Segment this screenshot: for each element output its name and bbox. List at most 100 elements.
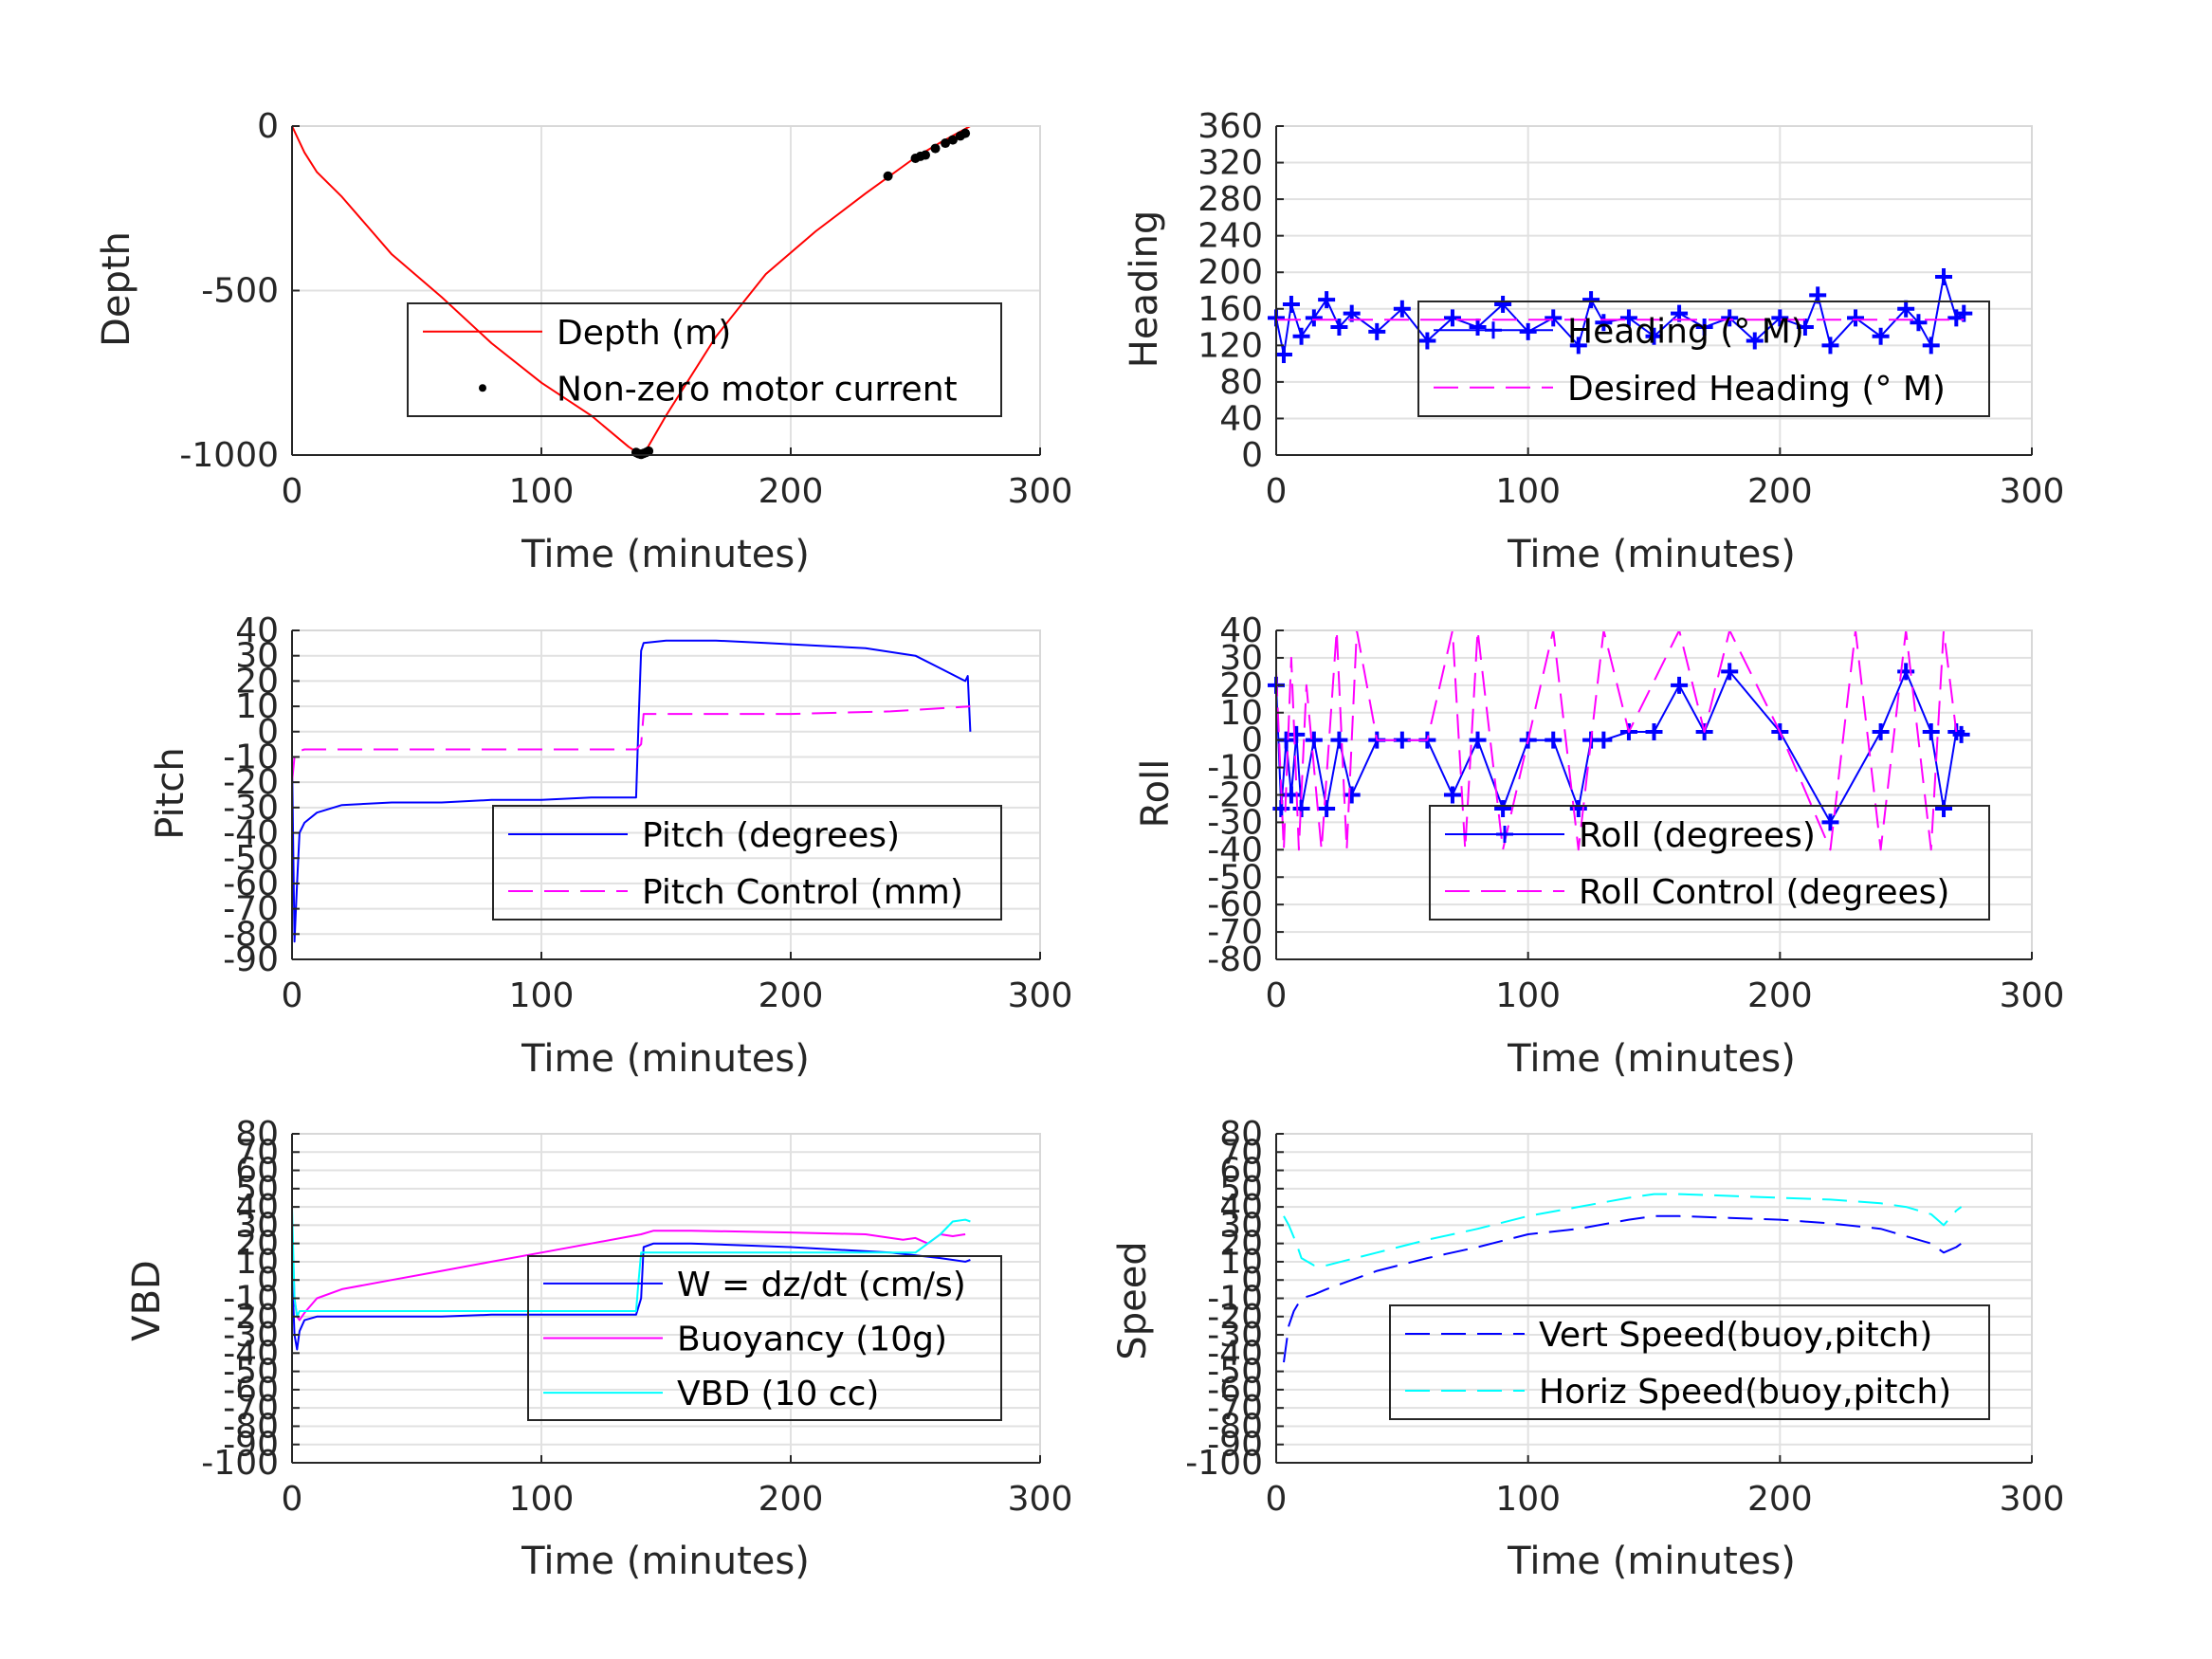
- vbd-legend-label: W = dz/dt (cm/s): [677, 1266, 966, 1304]
- heading-plus-marker: [1619, 309, 1637, 327]
- roll-series-1: [1275, 629, 1958, 851]
- heading-plus-marker: [1595, 314, 1613, 332]
- pitch-series-0: [291, 639, 972, 943]
- vbd-legend-label: Buoyancy (10g): [677, 1321, 947, 1359]
- roll-ytick-label: 0: [1241, 721, 1263, 760]
- heading-plus-marker: [1318, 291, 1336, 309]
- speed-ytick-label: -30: [1207, 1316, 1263, 1355]
- depth-series-1: [631, 128, 971, 460]
- heading-xtick-label: 200: [1747, 472, 1813, 511]
- roll-xlabel: Time (minutes): [1507, 1037, 1796, 1081]
- vbd-series-0: [291, 1242, 971, 1351]
- heading-plus-marker: [1330, 319, 1348, 337]
- pitch-axes: Pitch Time (minutes) 0 100 200 300-90-80-70…: [149, 611, 1072, 1081]
- speed-ytick-label: -90: [1207, 1426, 1263, 1465]
- pitch-xlabel: Time (minutes): [521, 1037, 810, 1081]
- heading-plus-marker: [1695, 319, 1713, 337]
- heading-plus-marker: [1922, 337, 1940, 355]
- speed-ytick-label: -60: [1207, 1371, 1263, 1410]
- pitch-ytick-label: -90: [223, 940, 279, 979]
- roll-ytick-label: -80: [1207, 940, 1263, 979]
- speed-ytick-label: 0: [1241, 1261, 1263, 1300]
- depth-marker: [883, 171, 893, 181]
- depth-ytick-label: -500: [201, 272, 279, 311]
- vbd-series-2: [291, 1207, 971, 1318]
- vbd-ytick-label: -30: [223, 1316, 279, 1355]
- heading-plus-marker: [1821, 337, 1839, 355]
- vbd-ytick-label: 20: [235, 1225, 279, 1264]
- heading-plus-marker: [1935, 268, 1953, 286]
- speed-series-line: [1283, 1214, 1963, 1363]
- pitch-xtick-label: 0: [282, 976, 303, 1015]
- heading-xlabel: Time (minutes): [1507, 533, 1796, 576]
- roll-ytick-label: -60: [1207, 885, 1263, 924]
- heading-ytick-label: 0: [1241, 436, 1263, 475]
- roll-series-line: [1275, 670, 1963, 824]
- roll-axes: Roll Time (minutes) 0 100 200 300-80-70-60-…: [1134, 611, 2064, 1081]
- vbd-ytick-label: 70: [235, 1133, 279, 1172]
- heading-ytick-label: 360: [1197, 107, 1263, 146]
- pitch-legend-box: [492, 805, 1002, 921]
- heading-plus-marker: [1368, 322, 1386, 340]
- speed-xtick-label: 0: [1266, 1480, 1288, 1519]
- heading-plus-marker: [1443, 309, 1461, 327]
- pitch-ytick-label: 10: [235, 687, 279, 726]
- vbd-ytick-label: -50: [223, 1353, 279, 1392]
- speed-legend-label: Horiz Speed(buoy,pitch): [1539, 1373, 1951, 1412]
- roll-ytick-label: -40: [1207, 830, 1263, 869]
- speed-series-0: [1283, 1214, 1963, 1363]
- roll-legend: Roll (degrees) Roll Control (degrees): [1429, 805, 1990, 921]
- depth-marker: [941, 138, 951, 149]
- pitch-ytick-label: -10: [223, 738, 279, 776]
- depth-xlabel: Time (minutes): [521, 533, 810, 576]
- roll-xtick-label: 200: [1747, 976, 1813, 1015]
- speed-ytick-label: -10: [1207, 1280, 1263, 1319]
- vbd-ytick-label: 60: [235, 1152, 279, 1191]
- vbd-ytick-label: 80: [235, 1115, 279, 1154]
- roll-plus-marker: [1305, 731, 1323, 749]
- depth-legend-label: Non-zero motor current: [557, 370, 958, 409]
- heading-axes: Heading Time (minutes) 0 100 200 300 0408012…: [1123, 107, 2064, 576]
- pitch-ytick-label: 40: [235, 611, 279, 650]
- heading-ytick-label: 160: [1197, 290, 1263, 329]
- speed-series-line: [1283, 1193, 1963, 1267]
- roll-ytick-label: -30: [1207, 803, 1263, 842]
- heading-plus-marker: [1469, 319, 1487, 337]
- speed-ytick-label: -100: [1185, 1444, 1263, 1483]
- pitch-ytick-label: 30: [235, 637, 279, 676]
- vbd-ytick-label: 50: [235, 1170, 279, 1209]
- pitch-legend-label: Pitch Control (mm): [642, 873, 963, 912]
- pitch-xtick-label: 200: [759, 976, 824, 1015]
- roll-ytick-label: 20: [1219, 666, 1263, 705]
- roll-plus-marker: [1343, 786, 1361, 804]
- depth-axes: Depth Time (minutes) 0 100 200 300 -1000 -500…: [95, 107, 1072, 576]
- speed-ytick-label: -50: [1207, 1353, 1263, 1392]
- heading-plus-marker: [1494, 295, 1512, 313]
- heading-plus-marker: [1274, 345, 1292, 363]
- pitch-legend-label: Pitch (degrees): [642, 816, 900, 855]
- depth-xtick-label: 100: [509, 472, 575, 511]
- vbd-xtick-label: 100: [509, 1480, 575, 1519]
- heading-plus-marker: [1418, 332, 1436, 350]
- heading-ytick-label: 200: [1197, 253, 1263, 292]
- heading-ylabel: Heading: [1123, 210, 1166, 368]
- heading-plus-marker: [1847, 309, 1865, 327]
- heading-legend-box: [1417, 301, 1990, 417]
- vbd-series-1: [291, 1225, 966, 1322]
- roll-ytick-label: -10: [1207, 749, 1263, 788]
- roll-plus-marker: [1595, 731, 1613, 749]
- vbd-ylabel: VBD: [125, 1260, 169, 1341]
- heading-plus-marker: [1305, 309, 1323, 327]
- depth-marker: [947, 135, 958, 145]
- heading-legend: Heading (° M) Desired Heading (° M): [1417, 301, 1990, 417]
- pitch-ytick-label: -50: [223, 839, 279, 878]
- pitch-xtick-label: 100: [509, 976, 575, 1015]
- speed-xtick-label: 200: [1747, 1480, 1813, 1519]
- speed-ytick-label: 70: [1219, 1133, 1263, 1172]
- roll-plus-marker: [1330, 731, 1348, 749]
- roll-plus-marker: [1935, 799, 1953, 817]
- depth-legend: Depth (m) Non-zero motor current: [407, 302, 1002, 417]
- roll-ytick-label: 40: [1219, 611, 1263, 650]
- speed-ytick-label: 80: [1219, 1115, 1263, 1154]
